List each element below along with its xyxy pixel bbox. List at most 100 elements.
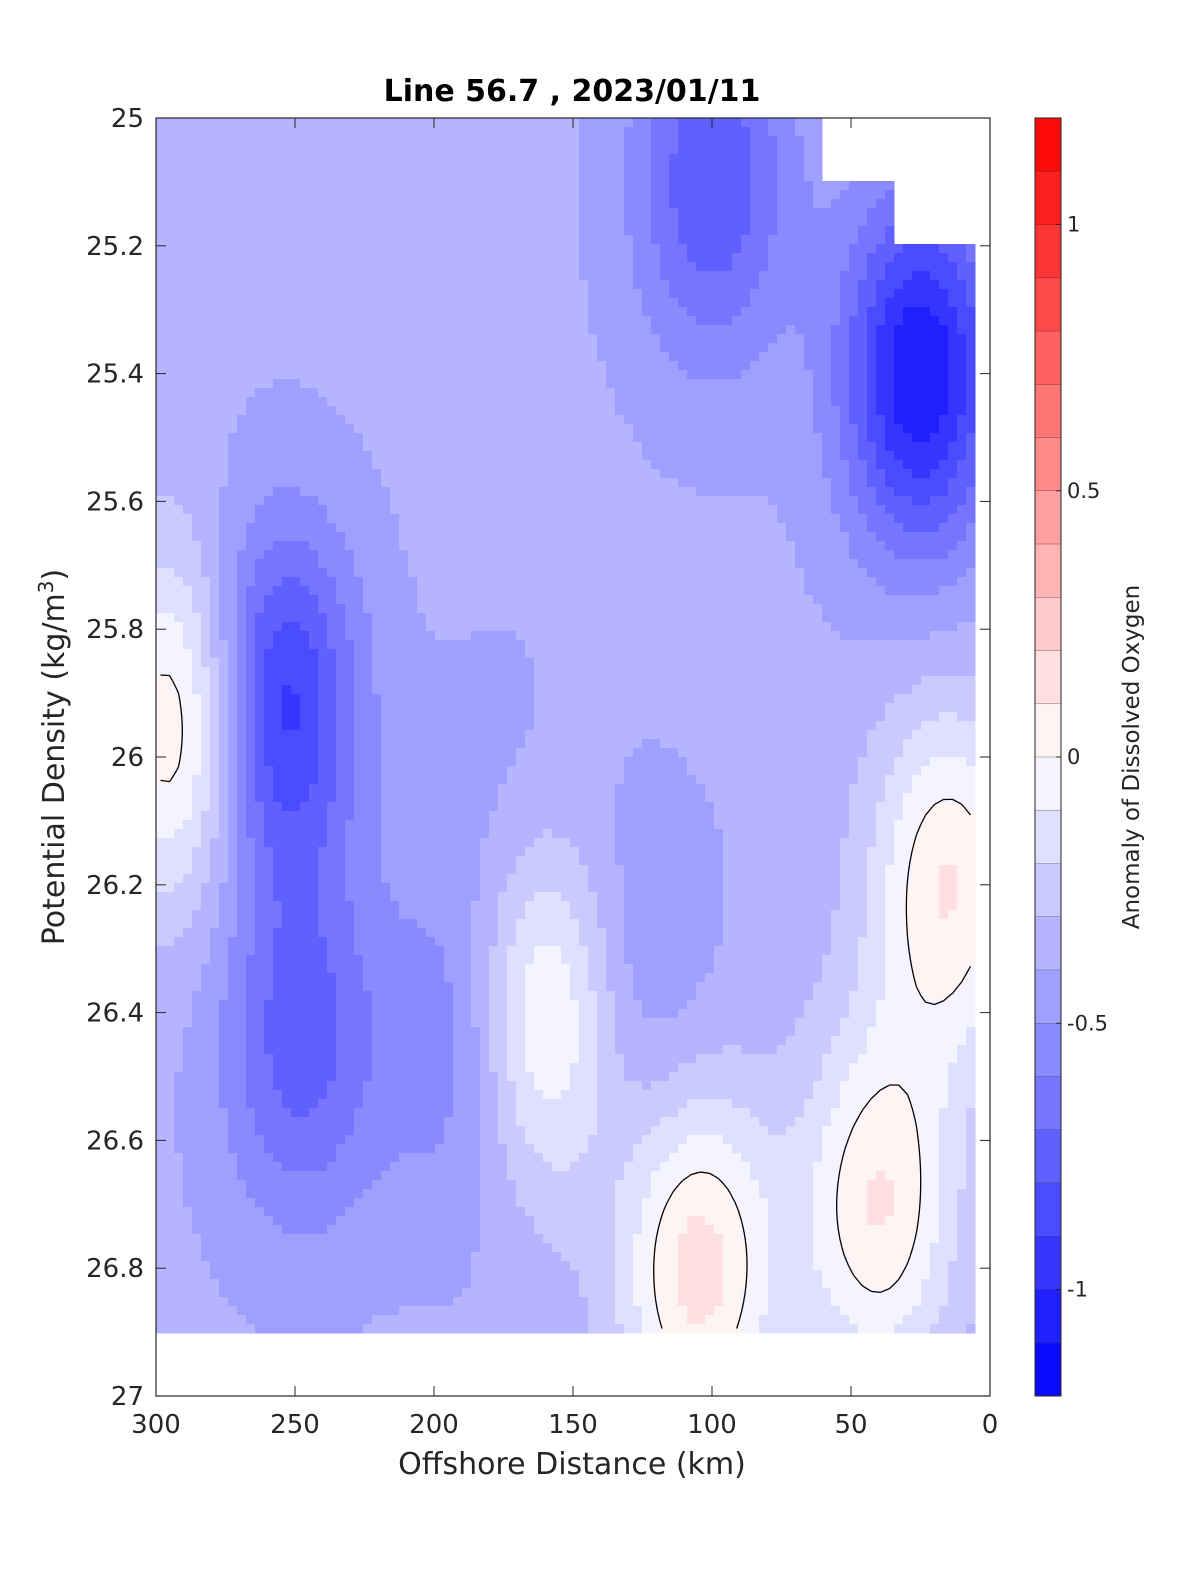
contour-cell [741,181,751,191]
contour-cell [588,595,598,605]
contour-cell [498,208,508,218]
contour-cell [759,172,769,182]
contour-cell [876,460,886,470]
contour-cell [822,235,832,245]
contour-cell [651,298,661,308]
contour-cell [192,298,202,308]
contour-cell [156,334,166,344]
contour-cell [867,352,877,362]
contour-cell [831,433,841,443]
contour-cell [201,361,211,371]
contour-cell [309,352,319,362]
contour-cell [930,442,940,452]
contour-cell [165,244,175,254]
contour-cell [390,415,400,425]
contour-cell [300,307,310,317]
contour-cell [255,145,265,155]
contour-cell [264,208,274,218]
contour-cell [462,541,472,551]
contour-cell [849,568,859,578]
contour-cell [174,271,184,281]
contour-cell [606,577,616,587]
contour-cell [291,262,301,272]
contour-cell [777,127,787,137]
contour-cell [813,397,823,407]
contour-cell [237,388,247,398]
contour-cell [183,478,193,488]
contour-cell [210,226,220,236]
contour-cell [300,478,310,488]
contour-cell [174,253,184,263]
contour-cell [651,469,661,479]
contour-cell [354,208,364,218]
contour-cell [831,289,841,299]
contour-cell [363,604,373,614]
contour-cell [552,622,562,632]
contour-cell [255,316,265,326]
contour-cell [363,289,373,299]
contour-cell [768,424,778,434]
contour-cell [471,316,481,326]
contour-cell [660,604,670,614]
contour-cell [462,307,472,317]
contour-cell [471,280,481,290]
contour-cell [354,370,364,380]
contour-cell [363,118,373,128]
contour-cell [633,487,643,497]
contour-cell [795,505,805,515]
contour-cell [408,388,418,398]
contour-cell [642,460,652,470]
contour-cell [561,460,571,470]
contour-cell [516,127,526,137]
contour-cell [210,478,220,488]
contour-cell [498,361,508,371]
contour-cell [426,613,436,623]
contour-cell [435,190,445,200]
contour-cell [282,388,292,398]
contour-cell [552,190,562,200]
contour-cell [561,280,571,290]
contour-cell [669,604,679,614]
contour-cell [381,154,391,164]
contour-cell [768,145,778,155]
contour-cell [777,145,787,155]
contour-cell [696,343,706,353]
contour-cell [876,244,886,254]
contour-cell [237,523,247,533]
contour-cell [246,442,256,452]
contour-cell [777,424,787,434]
contour-cell [399,460,409,470]
contour-cell [948,262,958,272]
contour-cell [282,577,292,587]
contour-cell [543,406,553,416]
contour-cell [435,460,445,470]
contour-cell [471,541,481,551]
contour-cell [480,415,490,425]
contour-cell [849,217,859,227]
contour-cell [876,451,886,461]
contour-cell [876,523,886,533]
contour-cell [453,280,463,290]
contour-cell [570,352,580,362]
contour-cell [264,406,274,416]
contour-cell [480,217,490,227]
contour-cell [696,415,706,425]
contour-cell [417,127,427,137]
contour-cell [354,442,364,452]
contour-cell [885,208,895,218]
contour-cell [912,334,922,344]
contour-cell [426,289,436,299]
contour-cell [291,316,301,326]
contour-cell [588,307,598,317]
contour-cell [750,604,760,614]
contour-cell [615,433,625,443]
contour-cell [327,316,337,326]
contour-cell [606,298,616,308]
contour-cell [849,424,859,434]
contour-cell [156,280,166,290]
contour-cell [570,154,580,164]
contour-cell [543,298,553,308]
contour-cell [696,514,706,524]
contour-cell [543,469,553,479]
contour-cell [309,388,319,398]
